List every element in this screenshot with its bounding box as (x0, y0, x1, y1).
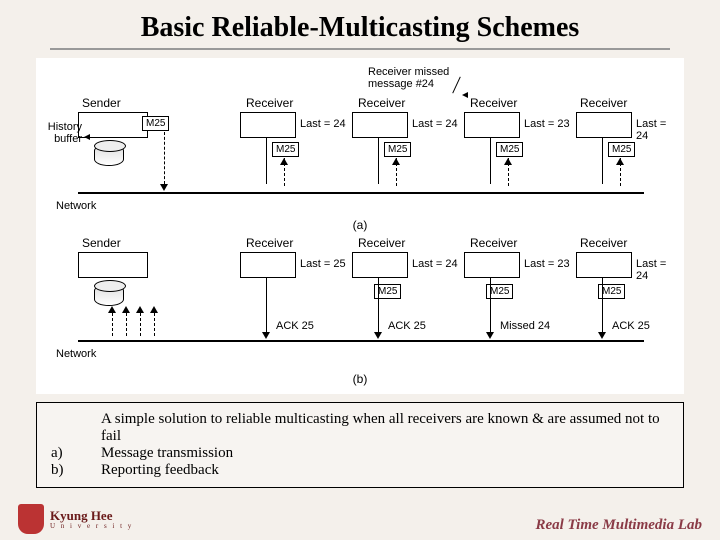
caption-a-text: Message transmission (101, 445, 233, 462)
last-a4: Last = 24 (636, 118, 672, 142)
msg-m25-sender-a: M25 (142, 116, 169, 131)
ack-text-b2: ACK 25 (388, 320, 426, 332)
recv-stem-a4 (602, 138, 603, 184)
university-sub: U n i v e r s i t y (50, 522, 133, 530)
last-b1: Last = 25 (300, 258, 346, 270)
ack-down-b1 (262, 332, 270, 339)
recv-stem-a2 (378, 138, 379, 184)
recv-stem-a1 (266, 138, 267, 184)
caption-a-key: a) (51, 445, 101, 462)
recv-box-a4 (576, 112, 632, 138)
network-label-b: Network (56, 348, 96, 360)
footer: Kyung Hee U n i v e r s i t y Real Time … (0, 504, 720, 534)
caption-b-key: b) (51, 462, 101, 479)
ack-stem-b1 (266, 278, 267, 334)
recv-up-a3 (504, 158, 512, 165)
recv-up-a1 (280, 158, 288, 165)
sender-arrowhead-a (160, 184, 168, 191)
title-underline (50, 48, 670, 50)
receiver-label-b1: Receiver (246, 236, 293, 250)
sender-label-b: Sender (82, 236, 121, 250)
history-l2: buffer (54, 133, 82, 145)
recv-box-b4 (576, 252, 632, 278)
recv-stem-a3 (490, 138, 491, 184)
caption-row-a: a) Message transmission (51, 445, 669, 462)
sender-uparrow-b2 (122, 306, 130, 313)
panel-a: Receiver missed message #24 Sender Recei… (48, 66, 672, 216)
sender-uparrow-b1 (108, 306, 116, 313)
diagram-container: Receiver missed message #24 Sender Recei… (36, 58, 684, 394)
history-pointer-icon (84, 134, 90, 140)
ack-down-b3 (486, 332, 494, 339)
caption-b-text: Reporting feedback (101, 462, 219, 479)
history-l1: History (48, 121, 82, 133)
receiver-label-1: Receiver (246, 96, 293, 110)
sender-box-b (78, 252, 148, 278)
panel-b-letter: (b) (48, 372, 672, 386)
ack-text-b1: ACK 25 (276, 320, 314, 332)
recv-up-a4 (616, 158, 624, 165)
last-a1: Last = 24 (300, 118, 346, 130)
ack-stem-b4 (602, 278, 603, 334)
recv-box-b1 (240, 252, 296, 278)
receiver-label-3: Receiver (470, 96, 517, 110)
ack-stem-b2 (378, 278, 379, 334)
caption-intro: A simple solution to reliable multicasti… (101, 411, 669, 445)
note-pointer (452, 77, 461, 94)
sender-uparrow-b4 (150, 306, 158, 313)
network-line-a (78, 192, 644, 194)
sender-arrow-a (164, 132, 165, 184)
recv-box-a2 (352, 112, 408, 138)
msg-m25-a1: M25 (272, 142, 299, 157)
sender-uparrow-b3 (136, 306, 144, 313)
last-a2: Last = 24 (412, 118, 458, 130)
ack-text-b3: Missed 24 (500, 320, 550, 332)
msg-m25-a4: M25 (608, 142, 635, 157)
caption-box: A simple solution to reliable multicasti… (36, 402, 684, 488)
note-line1: Receiver missed (368, 66, 449, 78)
last-b4: Last = 24 (636, 258, 672, 282)
msg-m25-a3: M25 (496, 142, 523, 157)
ack-text-b4: ACK 25 (612, 320, 650, 332)
slide-title: Basic Reliable-Multicasting Schemes (0, 0, 720, 48)
university-name: Kyung Hee (50, 509, 133, 522)
history-cylinder-icon (94, 144, 124, 166)
network-label-a: Network (56, 200, 96, 212)
network-line-b (78, 340, 644, 342)
university-logo: Kyung Hee U n i v e r s i t y (18, 504, 133, 534)
caption-row-b: b) Reporting feedback (51, 462, 669, 479)
note-arrow-icon (462, 92, 468, 98)
sender-label: Sender (82, 96, 121, 110)
receiver-label-4: Receiver (580, 96, 627, 110)
receiver-label-2: Receiver (358, 96, 405, 110)
recv-box-a3 (464, 112, 520, 138)
receiver-label-b2: Receiver (358, 236, 405, 250)
receiver-label-b4: Receiver (580, 236, 627, 250)
panel-b: Sender Receiver Receiver Receiver Receiv… (48, 232, 672, 370)
ack-stem-b3 (490, 278, 491, 334)
last-a3: Last = 23 (524, 118, 570, 130)
recv-box-a1 (240, 112, 296, 138)
panel-a-letter: (a) (48, 218, 672, 232)
shield-icon (18, 504, 44, 534)
ack-down-b2 (374, 332, 382, 339)
recv-up-a2 (392, 158, 400, 165)
note-line2: message #24 (368, 78, 434, 90)
history-cylinder-b-icon (94, 284, 124, 306)
lab-name: Real Time Multimedia Lab (535, 517, 702, 534)
last-b2: Last = 24 (412, 258, 458, 270)
recv-box-b3 (464, 252, 520, 278)
missed-message-note: Receiver missed message #24 (368, 66, 449, 90)
recv-box-b2 (352, 252, 408, 278)
msg-m25-a2: M25 (384, 142, 411, 157)
receiver-label-b3: Receiver (470, 236, 517, 250)
history-buffer-label: History buffer (42, 122, 82, 145)
ack-down-b4 (598, 332, 606, 339)
last-b3: Last = 23 (524, 258, 570, 270)
